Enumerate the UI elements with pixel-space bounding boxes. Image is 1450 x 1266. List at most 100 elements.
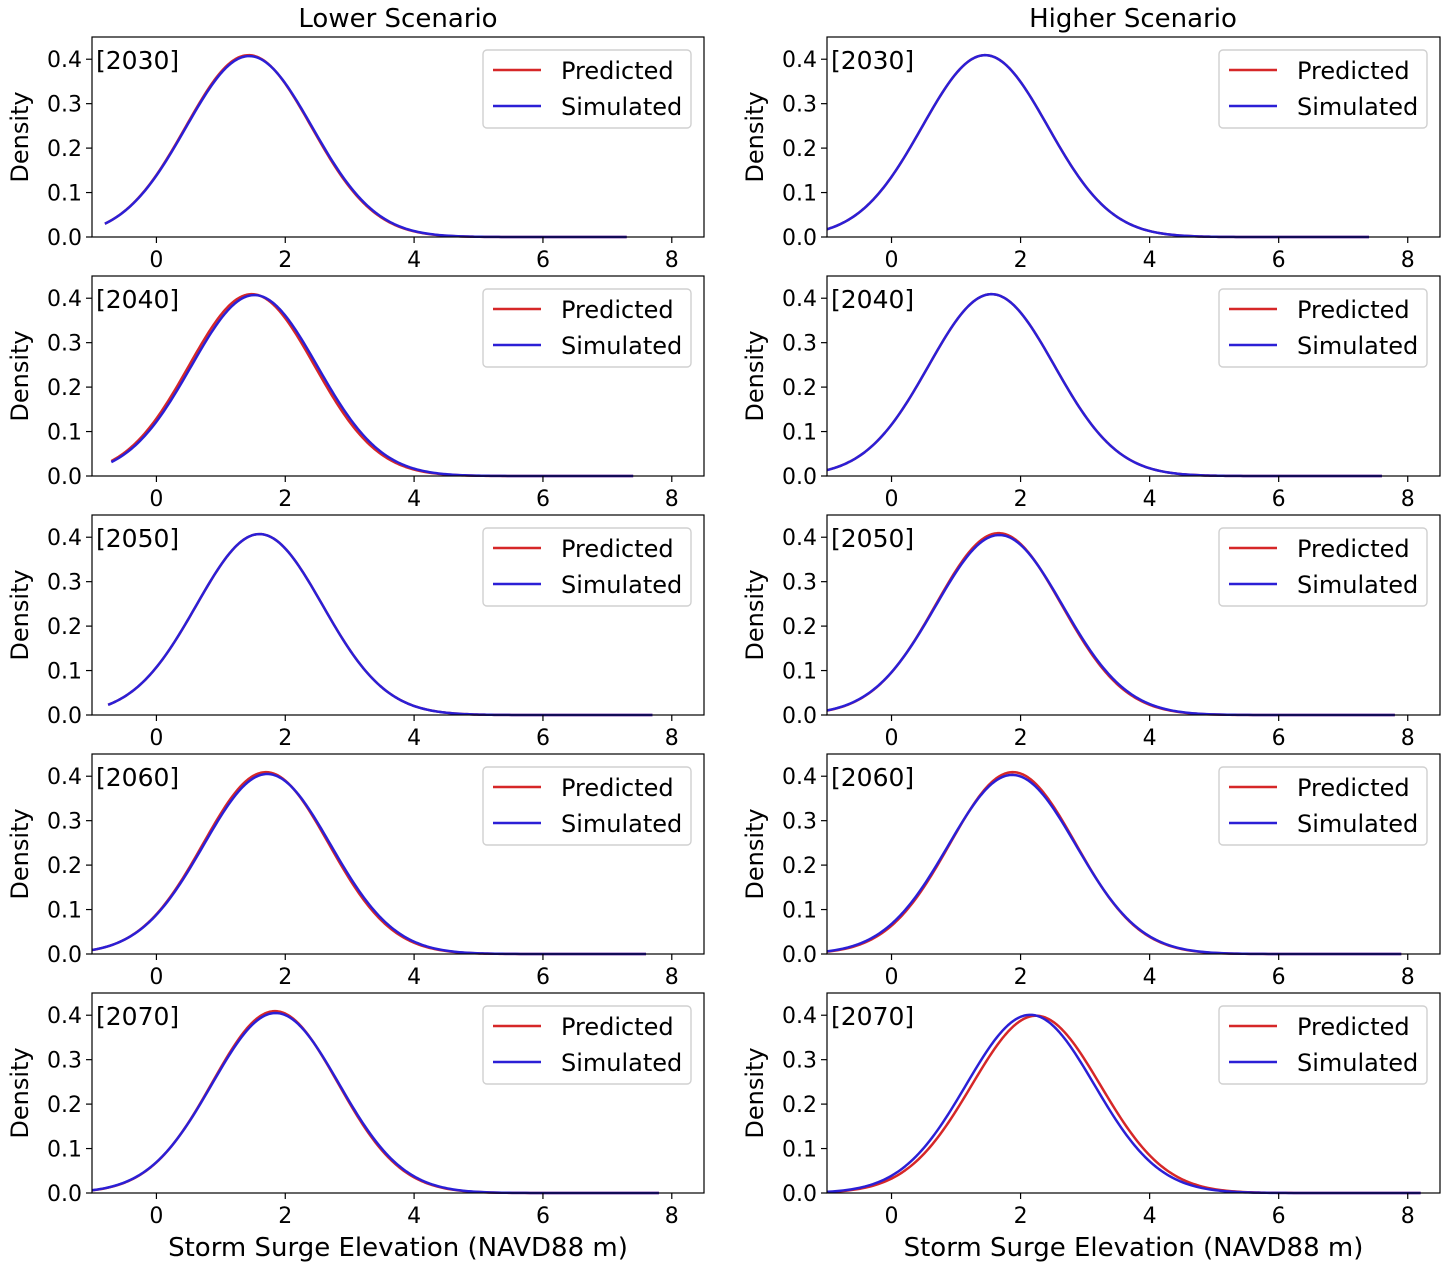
lower-panel-2070: 0.0 0.1 0.2 0.3 0.4 0 2 4 6 8 Density [2070] Predict… bbox=[6, 992, 705, 1229]
year-label: [2070] bbox=[96, 1002, 179, 1031]
y-tick-label: 0.3 bbox=[782, 1049, 817, 1074]
y-tick-label: 0.2 bbox=[782, 1093, 817, 1118]
x-tick-label: 0 bbox=[149, 487, 163, 512]
x-tick-label: 2 bbox=[278, 487, 292, 512]
y-tick-label: 0.0 bbox=[782, 226, 817, 251]
higher-panel-2050: 0.0 0.1 0.2 0.3 0.4 0 2 4 6 8 Density [2050] Predict… bbox=[741, 514, 1441, 751]
x-tick-label: 2 bbox=[278, 726, 292, 751]
y-axis-label: Density bbox=[741, 569, 769, 660]
lower-x-axis-label: Storm Surge Elevation (NAVD88 m) bbox=[168, 1233, 628, 1263]
year-label: [2060] bbox=[96, 763, 179, 792]
y-tick-label: 0.3 bbox=[47, 93, 82, 118]
x-tick-label: 4 bbox=[407, 1204, 421, 1229]
x-tick-label: 4 bbox=[407, 248, 421, 273]
x-tick-label: 6 bbox=[1272, 726, 1286, 751]
x-tick-label: 2 bbox=[1014, 487, 1028, 512]
y-tick-label: 0.3 bbox=[47, 810, 82, 835]
x-tick-label: 6 bbox=[1272, 487, 1286, 512]
x-tick-label: 4 bbox=[1143, 965, 1157, 990]
y-tick-label: 0.0 bbox=[782, 1182, 817, 1207]
year-label: [2040] bbox=[831, 285, 914, 314]
x-tick-label: 8 bbox=[1401, 1204, 1415, 1229]
legend: Predicted Simulated bbox=[482, 49, 692, 129]
y-tick-label: 0.0 bbox=[47, 465, 82, 490]
y-tick-label: 0.2 bbox=[782, 854, 817, 879]
y-axis-label: Density bbox=[6, 91, 34, 182]
higher-panel-2040: 0.0 0.1 0.2 0.3 0.4 0 2 4 6 8 Density [2040] Predict… bbox=[741, 275, 1441, 512]
y-tick-label: 0.1 bbox=[47, 1138, 82, 1163]
y-tick-label: 0.3 bbox=[47, 332, 82, 357]
lower-panel-2050: 0.0 0.1 0.2 0.3 0.4 0 2 4 6 8 Density [2050] Predict… bbox=[6, 514, 705, 751]
y-tick-label: 0.1 bbox=[47, 660, 82, 685]
y-tick-label: 0.1 bbox=[782, 182, 817, 207]
simulated-legend-label: Simulated bbox=[561, 1049, 682, 1077]
plot-frame bbox=[826, 992, 1441, 1194]
x-tick-label: 8 bbox=[1401, 487, 1415, 512]
legend: Predicted Simulated bbox=[1218, 766, 1428, 846]
y-axis-label: Density bbox=[741, 91, 769, 182]
x-tick-label: 2 bbox=[1014, 248, 1028, 273]
legend: Predicted Simulated bbox=[1218, 288, 1428, 368]
y-tick-label: 0.4 bbox=[47, 526, 82, 551]
x-tick-label: 2 bbox=[278, 248, 292, 273]
legend: Predicted Simulated bbox=[482, 1005, 692, 1085]
y-tick-label: 0.4 bbox=[47, 48, 82, 73]
y-tick-label: 0.0 bbox=[47, 226, 82, 251]
y-axis-label: Density bbox=[6, 569, 34, 660]
predicted-legend-label: Predicted bbox=[561, 535, 674, 563]
x-tick-label: 8 bbox=[1401, 965, 1415, 990]
predicted-legend-label: Predicted bbox=[1297, 296, 1410, 324]
simulated-legend-label: Simulated bbox=[561, 332, 682, 360]
y-axis-label: Density bbox=[6, 330, 34, 421]
x-tick-label: 6 bbox=[536, 1204, 550, 1229]
y-tick-label: 0.0 bbox=[782, 704, 817, 729]
x-tick-label: 4 bbox=[1143, 1204, 1157, 1229]
y-tick-label: 0.1 bbox=[47, 421, 82, 446]
x-tick-label: 2 bbox=[278, 1204, 292, 1229]
x-tick-label: 0 bbox=[885, 487, 899, 512]
y-tick-label: 0.4 bbox=[47, 765, 82, 790]
x-tick-label: 6 bbox=[536, 487, 550, 512]
x-tick-label: 2 bbox=[1014, 1204, 1028, 1229]
y-tick-label: 0.0 bbox=[47, 1182, 82, 1207]
simulated-legend-label: Simulated bbox=[1297, 93, 1418, 121]
x-tick-label: 0 bbox=[149, 248, 163, 273]
y-tick-label: 0.2 bbox=[47, 615, 82, 640]
legend: Predicted Simulated bbox=[482, 288, 692, 368]
y-tick-label: 0.1 bbox=[782, 660, 817, 685]
y-tick-label: 0.1 bbox=[47, 899, 82, 924]
higher-panel-2070: 0.0 0.1 0.2 0.3 0.4 0 2 4 6 8 Density [2070] Predict… bbox=[741, 992, 1441, 1229]
y-tick-label: 0.4 bbox=[782, 765, 817, 790]
x-tick-label: 0 bbox=[149, 1204, 163, 1229]
x-tick-label: 8 bbox=[1401, 726, 1415, 751]
y-tick-label: 0.3 bbox=[47, 1049, 82, 1074]
y-tick-label: 0.4 bbox=[782, 1004, 817, 1029]
predicted-legend-label: Predicted bbox=[1297, 1013, 1410, 1041]
plot-frame bbox=[826, 514, 1441, 716]
simulated-legend-label: Simulated bbox=[561, 810, 682, 838]
predicted-legend-label: Predicted bbox=[561, 296, 674, 324]
simulated-legend-label: Simulated bbox=[1297, 810, 1418, 838]
x-tick-label: 8 bbox=[665, 487, 679, 512]
year-label: [2040] bbox=[96, 285, 179, 314]
x-tick-label: 6 bbox=[536, 726, 550, 751]
x-tick-label: 6 bbox=[536, 965, 550, 990]
simulated-legend-label: Simulated bbox=[561, 93, 682, 121]
legend: Predicted Simulated bbox=[1218, 49, 1428, 129]
y-tick-label: 0.0 bbox=[782, 943, 817, 968]
plot-frame bbox=[91, 275, 705, 477]
y-tick-label: 0.2 bbox=[47, 1093, 82, 1118]
y-tick-label: 0.4 bbox=[782, 287, 817, 312]
x-tick-label: 2 bbox=[1014, 726, 1028, 751]
x-tick-label: 2 bbox=[1014, 965, 1028, 990]
x-tick-label: 4 bbox=[407, 487, 421, 512]
plot-frame bbox=[91, 514, 705, 716]
x-tick-label: 4 bbox=[1143, 487, 1157, 512]
y-axis-label: Density bbox=[741, 1047, 769, 1138]
x-tick-label: 0 bbox=[149, 965, 163, 990]
y-tick-label: 0.1 bbox=[782, 1138, 817, 1163]
y-tick-label: 0.2 bbox=[782, 376, 817, 401]
y-tick-label: 0.2 bbox=[47, 854, 82, 879]
y-tick-label: 0.3 bbox=[782, 332, 817, 357]
predicted-legend-label: Predicted bbox=[561, 774, 674, 802]
